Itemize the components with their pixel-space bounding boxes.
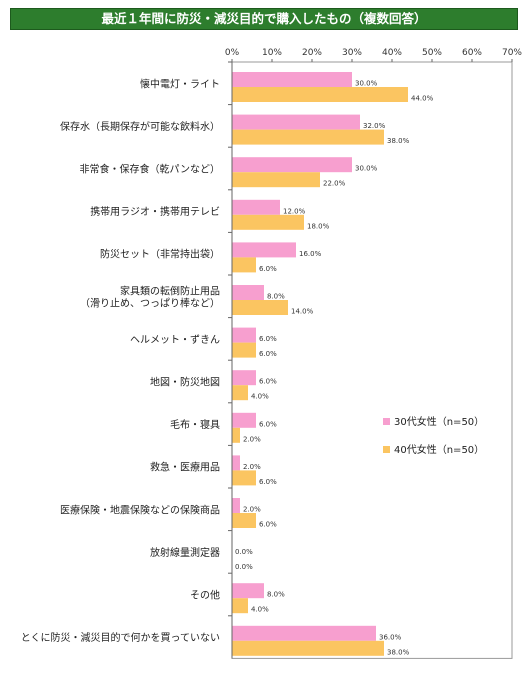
bar: [232, 427, 240, 443]
bar: [232, 370, 256, 386]
value-label: 22.0%: [323, 180, 346, 188]
category-label: 医療保険・地震保険などの保険商品: [60, 503, 220, 516]
bar: [232, 455, 240, 471]
value-label: 6.0%: [259, 478, 277, 486]
category-label: ヘルメット・ずきん: [130, 334, 220, 346]
bar: [232, 498, 240, 513]
value-label: 30.0%: [355, 80, 378, 88]
x-tick-label: 0%: [225, 48, 240, 58]
value-label: 16.0%: [299, 250, 322, 258]
category-label: 放射線量測定器: [150, 546, 220, 559]
category-label: 非常食・保存食（乾パンなど）: [80, 163, 221, 176]
category-label: （滑り止め、つっぱり棒など）: [80, 296, 220, 309]
bar: [232, 72, 352, 87]
legend: 30代女性（n=50） 40代女性（n=50）: [383, 415, 484, 456]
value-label: 6.0%: [259, 378, 277, 386]
value-label: 2.0%: [243, 506, 261, 514]
x-tick-label: 70%: [502, 48, 522, 58]
bar: [232, 300, 288, 315]
chart-title: 最近１年間に防災・減災目的で購入したもの（複数回答）: [10, 8, 518, 30]
value-label: 6.0%: [259, 350, 277, 358]
value-label: 12.0%: [283, 207, 306, 215]
plot-frame: [231, 61, 513, 659]
value-label: 6.0%: [259, 335, 277, 343]
category-label: 防災セット（非常持出袋）: [100, 248, 220, 261]
bar: [232, 342, 256, 358]
value-label: 30.0%: [355, 165, 378, 173]
x-tick-label: 50%: [422, 48, 442, 58]
x-tick-label: 30%: [342, 48, 362, 58]
legend-label: 40代女性（n=50）: [394, 443, 484, 456]
bar: [232, 87, 408, 102]
bars: [232, 72, 408, 656]
value-label: 44.0%: [411, 95, 434, 103]
bar: [232, 640, 384, 656]
x-tick-label: 40%: [382, 48, 402, 58]
x-tick-label: 20%: [302, 48, 322, 58]
bar: [232, 385, 248, 401]
category-label: 保存水（長期保存が可能な飲料水）: [60, 120, 220, 133]
value-labels: 30.0%44.0%32.0%38.0%30.0%22.0%12.0%18.0%…: [235, 80, 434, 657]
value-label: 38.0%: [387, 648, 410, 656]
value-label: 38.0%: [387, 137, 410, 145]
x-tick-label: 60%: [462, 48, 482, 58]
bar: [232, 470, 256, 486]
value-label: 18.0%: [307, 222, 330, 230]
legend-label: 30代女性（n=50）: [394, 415, 484, 428]
value-label: 8.0%: [267, 293, 285, 301]
x-axis-ticks: 0% 10% 20% 30% 40% 50% 60% 70%: [225, 48, 522, 62]
bar: [232, 583, 264, 599]
bar: [232, 412, 256, 428]
value-label: 4.0%: [251, 393, 269, 401]
bar: [232, 513, 256, 528]
bar: [232, 242, 296, 258]
category-label: 毛布・寝具: [170, 418, 220, 431]
bar: [232, 285, 264, 300]
category-label: 家具類の転倒防止用品: [120, 284, 220, 297]
category-label: 懐中電灯・ライト: [140, 77, 220, 90]
category-label: 地図・防災地図: [150, 376, 220, 389]
axes: [228, 61, 233, 659]
value-label: 0.0%: [235, 563, 253, 571]
value-label: 14.0%: [291, 308, 314, 316]
value-label: 32.0%: [363, 122, 386, 130]
bar: [232, 327, 256, 343]
bar: [232, 625, 376, 641]
x-tick-label: 10%: [262, 48, 282, 58]
bar: [232, 598, 248, 614]
value-label: 2.0%: [243, 435, 261, 443]
bar: [232, 157, 352, 173]
category-label: その他: [190, 589, 220, 602]
value-label: 0.0%: [235, 548, 253, 556]
value-label: 36.0%: [379, 633, 402, 641]
bar: [232, 129, 384, 145]
legend-swatch: [383, 446, 390, 453]
value-label: 6.0%: [259, 420, 277, 428]
value-label: 6.0%: [259, 521, 277, 529]
bar: [232, 114, 360, 130]
plot-area: [231, 61, 513, 659]
bar: [232, 214, 304, 230]
bar: [232, 172, 320, 188]
bar: [232, 257, 256, 273]
value-label: 4.0%: [251, 606, 269, 614]
category-label: 携帯用ラジオ・携帯用テレビ: [90, 205, 220, 218]
category-label: とくに防災・減災目的で何かを買っていない: [21, 631, 220, 644]
bar: [232, 199, 280, 215]
value-label: 8.0%: [267, 591, 285, 599]
value-label: 6.0%: [259, 265, 277, 273]
category-label: 救急・医療用品: [150, 461, 220, 474]
value-label: 2.0%: [243, 463, 261, 471]
legend-swatch: [383, 418, 390, 425]
